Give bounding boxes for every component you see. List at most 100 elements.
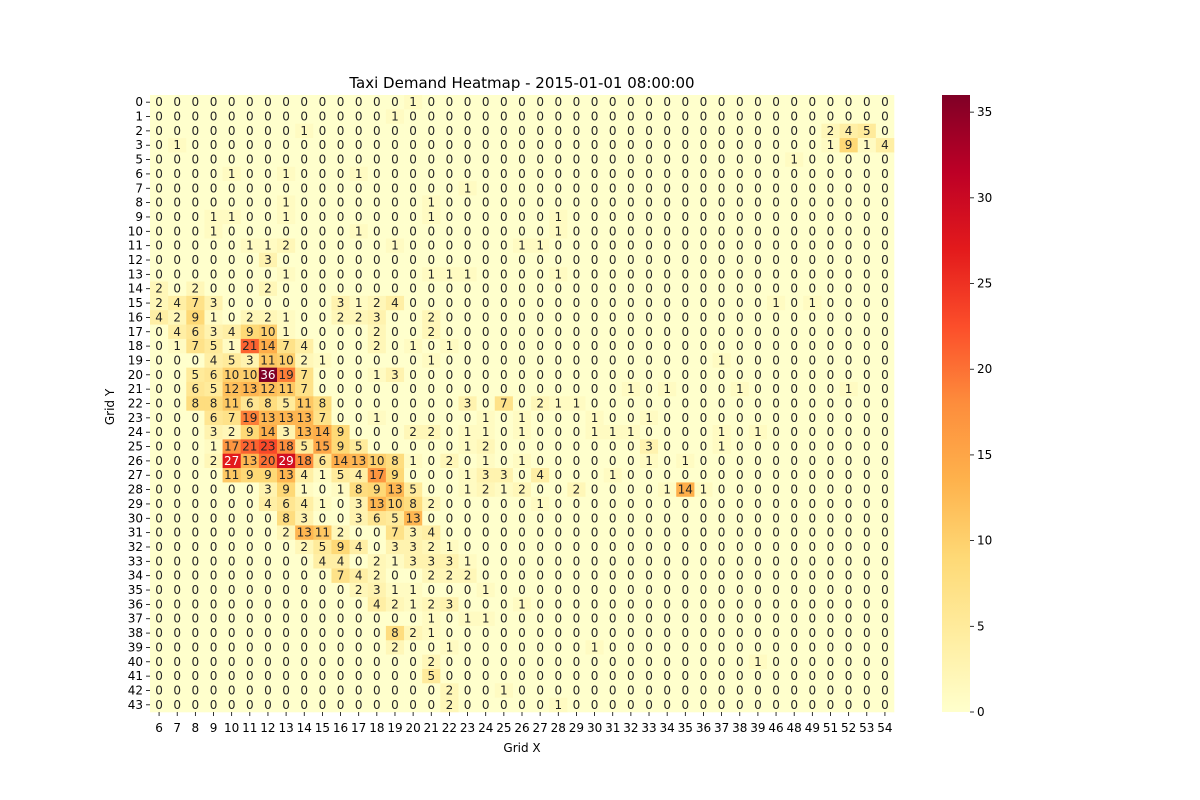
heatmap-cell-label: 0 — [881, 224, 889, 238]
x-tick-label: 26 — [514, 721, 529, 735]
heatmap-cell — [803, 138, 822, 153]
heatmap-cell-label: 0 — [736, 526, 744, 540]
heatmap-cell-label: 0 — [210, 468, 218, 482]
heatmap-cell-label: 0 — [210, 540, 218, 554]
heatmap-cell-label: 0 — [373, 181, 381, 195]
heatmap-cell — [295, 252, 314, 268]
heatmap-cell-label: 3 — [373, 310, 381, 324]
heatmap-cell-label: 1 — [464, 612, 472, 626]
heatmap-cell-label: 0 — [246, 683, 254, 697]
heatmap-cell-label: 0 — [754, 612, 762, 626]
heatmap-cell-label: 1 — [409, 454, 417, 468]
heatmap-cell-label: 0 — [645, 296, 653, 310]
heatmap-cell-label: 1 — [391, 583, 399, 597]
heatmap-cell-label: 1 — [246, 239, 254, 253]
heatmap-cell-label: 0 — [573, 167, 581, 181]
heatmap-cell — [839, 396, 859, 411]
heatmap-cell — [531, 166, 550, 182]
heatmap-cell-label: 0 — [609, 683, 617, 697]
x-tick-label: 13 — [278, 721, 293, 735]
heatmap-cell-label: 0 — [881, 468, 889, 482]
heatmap-cell-label: 0 — [409, 683, 417, 697]
heatmap-cell-label: 2 — [427, 425, 435, 439]
heatmap-cell-label: 27 — [224, 454, 239, 468]
heatmap-cell-label: 0 — [500, 267, 508, 281]
heatmap-cell-label: 2 — [282, 526, 290, 540]
heatmap-cell — [331, 109, 350, 124]
heatmap-cell-label: 0 — [627, 339, 635, 353]
heatmap-cell-label: 0 — [373, 239, 381, 253]
heatmap-cell — [440, 381, 459, 397]
heatmap-cell-label: 0 — [809, 526, 817, 540]
heatmap-cell-label: 0 — [863, 569, 871, 583]
heatmap-cell — [204, 353, 223, 368]
heatmap-cell-label: 0 — [536, 597, 544, 611]
heatmap-cell-label: 0 — [736, 296, 744, 310]
heatmap-cell — [857, 281, 877, 297]
heatmap-cell-label: 1 — [355, 224, 363, 238]
heatmap-cell-label: 0 — [337, 138, 345, 152]
heatmap-cell-label: 0 — [246, 224, 254, 238]
heatmap-cell-label: 0 — [609, 224, 617, 238]
heatmap-cell-label: 2 — [482, 483, 490, 497]
heatmap-cell-label: 8 — [391, 626, 399, 640]
heatmap-cell — [803, 396, 822, 411]
heatmap-cell — [222, 324, 242, 340]
heatmap-cell — [440, 353, 459, 368]
heatmap-cell-label: 1 — [173, 339, 181, 353]
heatmap-cell-label: 0 — [700, 210, 708, 224]
heatmap-cell-label: 0 — [627, 181, 635, 195]
y-tick-label: 13 — [128, 267, 143, 281]
heatmap-cell — [222, 396, 242, 411]
x-tick-label: 37 — [714, 721, 729, 735]
heatmap-cell — [367, 252, 387, 268]
heatmap-cell — [277, 252, 296, 268]
heatmap-cell-label: 3 — [645, 440, 653, 454]
heatmap-cell-label: 0 — [373, 196, 381, 210]
heatmap-cell — [639, 281, 659, 297]
heatmap-cell-label: 0 — [192, 353, 200, 367]
heatmap-cell — [567, 181, 586, 196]
heatmap-cell — [531, 224, 550, 239]
heatmap-cell-label: 1 — [446, 267, 454, 281]
heatmap-cell-label: 0 — [591, 526, 599, 540]
heatmap-cell — [240, 410, 260, 426]
heatmap-cell — [331, 295, 350, 311]
heatmap-cell-label: 0 — [536, 698, 544, 712]
heatmap-cell-label: 3 — [409, 554, 417, 568]
heatmap-cell — [603, 324, 623, 340]
y-tick-label: 42 — [128, 683, 143, 697]
heatmap-cell — [803, 195, 822, 211]
heatmap-cell — [204, 195, 223, 211]
heatmap-cell — [168, 338, 187, 354]
heatmap-cell-label: 0 — [355, 640, 363, 654]
heatmap-cell-label: 0 — [518, 511, 526, 525]
heatmap-cell — [240, 425, 260, 440]
heatmap-cell-label: 2 — [373, 554, 381, 568]
heatmap-cell-label: 0 — [391, 210, 399, 224]
colorbar-tick-label: 0 — [977, 705, 985, 719]
heatmap-cell-label: 0 — [228, 196, 236, 210]
heatmap-cell-label: 0 — [246, 554, 254, 568]
heatmap-cell-label: 0 — [464, 698, 472, 712]
heatmap-cell-label: 2 — [427, 569, 435, 583]
heatmap-cell-label: 0 — [663, 124, 671, 138]
heatmap-cell — [295, 396, 314, 411]
heatmap-cell — [240, 252, 260, 268]
heatmap-cell-label: 0 — [718, 310, 726, 324]
heatmap-cell-label: 0 — [790, 511, 798, 525]
heatmap-cell-label: 0 — [482, 655, 490, 669]
heatmap-cell-label: 0 — [772, 554, 780, 568]
heatmap-cell — [186, 209, 205, 225]
heatmap-cell — [458, 396, 477, 411]
heatmap-cell-label: 0 — [192, 425, 200, 439]
heatmap-cell — [458, 367, 477, 383]
heatmap-cell — [821, 367, 840, 383]
heatmap-cell-label: 0 — [809, 655, 817, 669]
heatmap-cell — [404, 324, 423, 340]
heatmap-cell-label: 0 — [228, 267, 236, 281]
heatmap-cell-label: 0 — [573, 411, 581, 425]
heatmap-cell-label: 20 — [260, 454, 275, 468]
heatmap-cell-label: 0 — [355, 282, 363, 296]
